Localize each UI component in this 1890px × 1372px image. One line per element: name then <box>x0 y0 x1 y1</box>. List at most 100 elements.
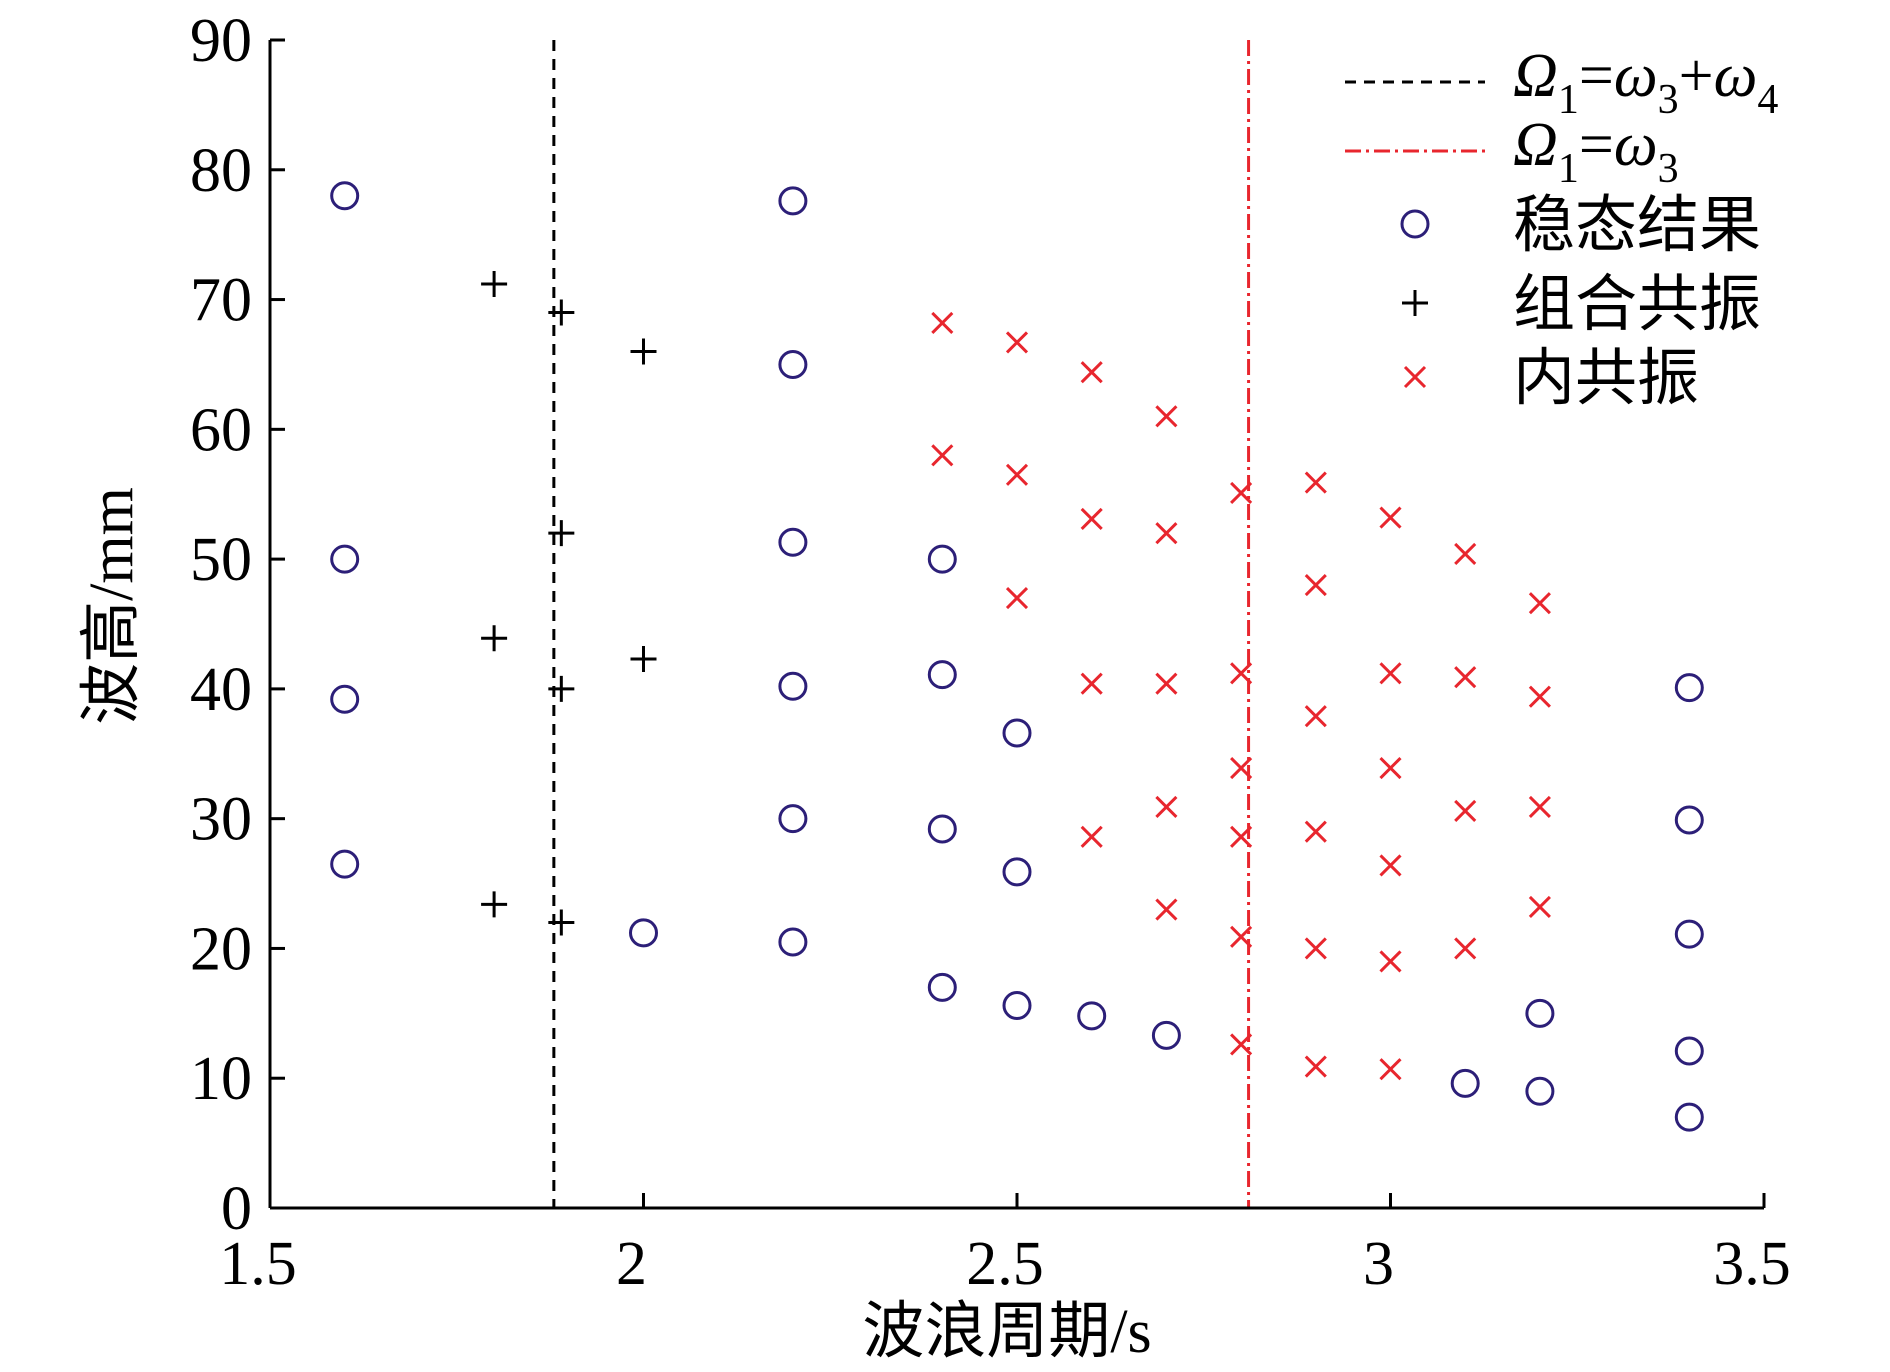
legend-label-part: = <box>1579 42 1614 110</box>
internal-resonance-point <box>1528 895 1551 918</box>
steady-state-point <box>1002 857 1032 887</box>
x-tick-label: 2 <box>616 1230 647 1298</box>
y-tick-label: 90 <box>190 7 252 75</box>
internal-resonance-point <box>1379 662 1402 685</box>
legend-marker-swatch <box>1402 290 1428 316</box>
steady-state-point <box>778 671 808 701</box>
steady-state-point <box>778 527 808 557</box>
legend-label-part: 3 <box>1658 146 1679 192</box>
internal-resonance-point <box>1230 756 1253 780</box>
steady-state-point <box>778 804 808 834</box>
internal-resonance-point <box>931 444 954 467</box>
internal-resonance-point <box>1155 795 1178 819</box>
internal-resonance-point <box>1304 937 1327 960</box>
steady-state-point <box>1674 1102 1704 1132</box>
combination-resonance-point <box>481 270 508 297</box>
steady-state-point <box>330 181 360 211</box>
x-tick-label: 3.5 <box>1713 1230 1791 1298</box>
steady-state-point <box>778 349 808 379</box>
internal-resonance-point <box>1155 672 1178 695</box>
steady-state-point <box>1674 1036 1704 1066</box>
combination-resonance-point <box>630 338 657 365</box>
steady-state-point <box>1002 718 1032 748</box>
legend-label: Ω1=ω3+ω4 <box>1513 42 1778 123</box>
x-tick-label: 3 <box>1363 1230 1394 1298</box>
internal-resonance-point <box>1155 405 1178 428</box>
y-tick-label: 70 <box>190 267 252 335</box>
y-tick-label: 0 <box>221 1175 252 1243</box>
y-tick-label: 30 <box>190 786 252 854</box>
steady-state-point <box>1450 1068 1480 1098</box>
internal-resonance-point <box>1230 662 1253 685</box>
x-axis-label: 波浪周期/s <box>862 1298 1151 1366</box>
internal-resonance-point <box>1379 1058 1402 1081</box>
legend-item: 组合共振 <box>1402 271 1761 339</box>
steady-state-point <box>1674 673 1704 703</box>
combination-resonance-point <box>481 625 508 652</box>
internal-resonance-point <box>1379 950 1402 973</box>
legend-label-part: Ω <box>1513 42 1558 110</box>
internal-resonance-point <box>1528 795 1551 819</box>
steady-state-point <box>1674 919 1704 949</box>
steady-state-point <box>927 544 957 574</box>
steady-state-point <box>927 660 957 690</box>
internal-resonance-point <box>1080 672 1103 695</box>
steady-state-point <box>1151 1020 1181 1050</box>
legend-marker-swatch <box>1400 209 1430 239</box>
legend-label: 稳态结果 <box>1513 192 1761 260</box>
internal-resonance-point <box>1454 666 1477 689</box>
data-points <box>330 181 1704 1132</box>
combination-resonance-point <box>548 909 575 936</box>
internal-resonance-point <box>1379 854 1402 877</box>
steady-state-point <box>629 918 658 948</box>
steady-state-point <box>778 927 808 957</box>
steady-state-point <box>927 972 957 1002</box>
internal-resonance-point <box>1304 471 1327 494</box>
internal-resonance-point <box>1155 522 1178 545</box>
internal-resonance-point <box>1454 937 1477 960</box>
internal-resonance-point <box>1005 586 1029 610</box>
y-ticks: 0 10 20 30 40 50 60 70 80 90 <box>190 7 285 1243</box>
internal-resonance-point <box>1230 481 1253 504</box>
internal-resonance-point <box>1005 331 1029 354</box>
internal-resonance-point <box>1155 898 1178 921</box>
legend-label-part: Ω <box>1513 111 1558 179</box>
y-tick-label: 60 <box>190 396 252 464</box>
internal-resonance-point <box>1304 574 1327 597</box>
internal-resonance-point <box>1304 820 1327 843</box>
x-ticks: 1.5 2 2.5 3 3.5 <box>219 1193 1791 1298</box>
internal-resonance-point <box>1379 756 1402 780</box>
y-axis-label: 波高/mm <box>78 487 146 725</box>
legend-label-part: 3 <box>1658 77 1679 123</box>
internal-resonance-point <box>1080 507 1103 530</box>
y-tick-label: 50 <box>190 526 252 594</box>
combination-resonance-point <box>548 675 575 702</box>
steady-state-point <box>1525 998 1555 1028</box>
steady-state-point <box>927 814 957 844</box>
internal-resonance-point <box>1454 799 1477 822</box>
legend-label: 组合共振 <box>1513 271 1761 339</box>
legend-item: 稳态结果 <box>1400 192 1761 260</box>
legend-item: Ω1=ω3+ω4 <box>1345 42 1778 123</box>
internal-resonance-point <box>1528 685 1551 708</box>
x-tick-label: 2.5 <box>966 1230 1044 1298</box>
x-tick-label: 1.5 <box>219 1230 297 1298</box>
steady-state-point <box>1525 1076 1555 1106</box>
y-tick-label: 20 <box>190 915 252 983</box>
internal-resonance-point <box>1379 506 1402 529</box>
internal-resonance-point <box>1230 825 1253 848</box>
internal-resonance-point <box>1304 1055 1327 1078</box>
legend-marker-swatch <box>1403 365 1427 389</box>
y-tick-label: 10 <box>190 1045 252 1113</box>
y-tick-label: 80 <box>190 137 252 205</box>
combination-resonance-point <box>630 646 657 673</box>
combination-resonance-point <box>481 891 508 918</box>
legend-label-part: ω <box>1614 111 1658 179</box>
internal-resonance-point <box>1454 542 1477 565</box>
reference-lines <box>552 40 1251 1208</box>
legend-label-part: ω <box>1614 42 1658 110</box>
combination-resonance-point <box>548 520 575 547</box>
internal-resonance-point <box>1528 592 1551 615</box>
